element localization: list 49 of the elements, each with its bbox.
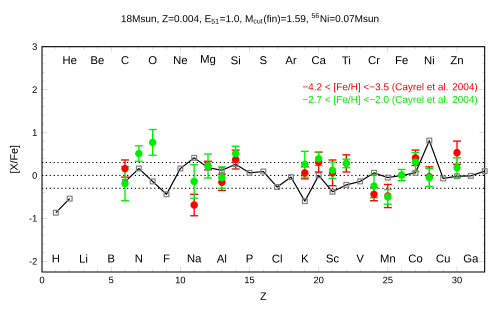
annotation: S [260,56,267,64]
annotation: Na [188,254,202,262]
x-tick-label: 25 [383,276,393,284]
annotation: Cr [368,56,380,64]
x-tick-label: 10 [176,276,186,284]
annotation: F [164,254,170,262]
y-tick-label: 3 [32,43,37,50]
annotation: Ne [174,56,188,64]
annotation: Ti [342,56,350,64]
annotation: Ni [424,56,434,64]
y-tick-label: -2 [29,258,37,265]
annotation: Li [80,254,88,263]
y-tick-label: 0 [32,172,37,179]
annotation: He [63,56,76,64]
annotation: Ga [464,254,478,262]
annotation: O [148,56,157,64]
annotation: H [52,254,60,262]
x-tick-label: 0 [40,276,44,284]
x-tick-label: 20 [314,276,324,284]
text: −2.7 < [Fe/H] <−2.0 (Cayrel et al. 2004) [302,96,478,105]
x-axis-title: Z [260,292,266,300]
annotation: Be [91,56,104,64]
x-tick-label: 30 [452,276,462,284]
annotation: K [302,254,308,262]
annotation: Cu [436,254,450,262]
x-tick-label: 5 [108,276,114,284]
annotation: Co [408,254,422,262]
annotation: C [122,56,129,64]
annotation: P [246,254,253,262]
annotation: N [136,254,142,262]
annotation: Al [216,254,226,263]
annotation: Zn [450,56,463,64]
annotation: Cl [272,254,282,263]
y-tick-label: 2 [32,86,37,93]
text: −4.2 < [Fe/H] <−3.5 (Cayrel et al. 2004) [302,82,478,92]
y-tick-label: -1 [29,215,37,222]
x-tick-label: 15 [245,276,254,284]
y-tick-label: 1 [32,129,37,136]
annotation: Ar [285,56,296,64]
chart-title: 18Msun, Z=0.004, E$_{51}$=1.0, M$_{cut}$(fin)=1.59, $^{56}$Ni=0.07Msun [122,13,378,24]
y-axis-title: [X/Fe] [10,146,20,173]
annotation: Mg [201,55,216,66]
annotation: V [356,254,364,262]
annotation: Fe [396,56,408,64]
annotation: Si [231,56,240,64]
annotation: Mn [380,254,395,262]
annotation: B [108,254,114,262]
annotation: Sc [326,254,339,262]
annotation: Ca [312,56,326,64]
